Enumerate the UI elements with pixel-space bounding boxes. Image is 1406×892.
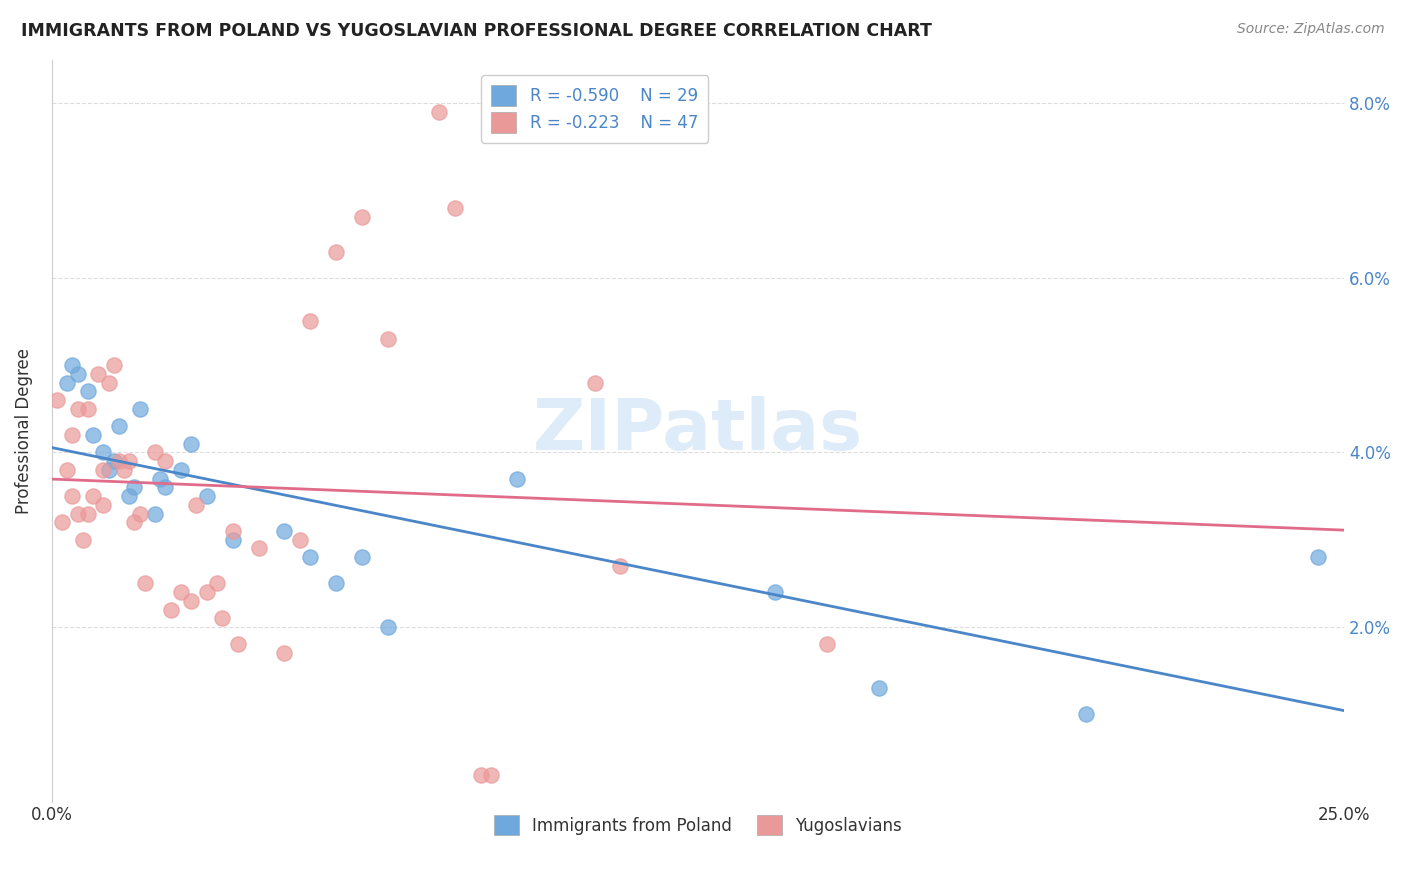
Text: ZIPatlas: ZIPatlas (533, 396, 863, 465)
Point (195, 489, 218, 503)
Point (350, 550, 373, 565)
Text: IMMIGRANTS FROM POLAND VS YUGOSLAVIAN PROFESSIONAL DEGREE CORRELATION CHART: IMMIGRANTS FROM POLAND VS YUGOSLAVIAN PR… (21, 22, 932, 40)
Point (112, 463, 135, 477)
Point (124, 480, 146, 494)
Text: Source: ZipAtlas.com: Source: ZipAtlas.com (1237, 22, 1385, 37)
Point (66, 401, 89, 416)
Point (583, 376, 606, 390)
Point (62, 428, 84, 442)
Point (93, 445, 115, 459)
Point (205, 576, 228, 591)
Point (77, 507, 100, 521)
Point (72, 533, 94, 547)
Point (377, 620, 399, 634)
Point (221, 524, 243, 538)
Point (377, 332, 399, 346)
Point (299, 550, 322, 565)
Point (155, 480, 177, 494)
Point (170, 585, 193, 599)
Point (180, 436, 202, 450)
Point (103, 358, 125, 372)
Point (149, 472, 172, 486)
Point (62, 489, 84, 503)
Point (159, 602, 181, 616)
Point (77, 401, 100, 416)
Point (470, 768, 492, 782)
Point (288, 533, 311, 547)
Point (325, 244, 347, 259)
Point (170, 463, 193, 477)
Point (609, 558, 631, 573)
Point (45, 392, 67, 407)
Point (247, 541, 270, 556)
Point (82, 428, 104, 442)
Point (93, 463, 115, 477)
Point (868, 681, 890, 695)
Point (66, 367, 89, 381)
Point (128, 401, 150, 416)
Point (506, 472, 529, 486)
Point (429, 105, 451, 120)
Point (62, 358, 84, 372)
Point (765, 585, 787, 599)
Point (56, 376, 79, 390)
Point (93, 498, 115, 512)
Point (815, 637, 838, 651)
Point (97, 463, 120, 477)
Point (108, 454, 131, 468)
Y-axis label: Professional Degree: Professional Degree (15, 348, 32, 514)
Point (325, 576, 347, 591)
Point (66, 507, 89, 521)
Point (128, 507, 150, 521)
Point (186, 498, 208, 512)
Point (124, 515, 146, 529)
Point (143, 445, 166, 459)
Legend: Immigrants from Poland, Yugoslavians: Immigrants from Poland, Yugoslavians (484, 805, 912, 846)
Point (273, 524, 295, 538)
Point (273, 646, 295, 660)
Point (444, 201, 467, 215)
Point (82, 489, 104, 503)
Point (211, 611, 233, 625)
Point (97, 376, 120, 390)
Point (143, 507, 166, 521)
Point (103, 454, 125, 468)
Point (350, 210, 373, 224)
Point (108, 419, 131, 434)
Point (56, 463, 79, 477)
Point (118, 489, 141, 503)
Point (221, 533, 243, 547)
Point (118, 454, 141, 468)
Point (479, 768, 502, 782)
Point (77, 384, 100, 399)
Point (1074, 707, 1097, 722)
Point (134, 576, 156, 591)
Point (1308, 550, 1330, 565)
Point (87, 367, 110, 381)
Point (226, 637, 249, 651)
Point (51, 515, 73, 529)
Point (155, 454, 177, 468)
Point (195, 585, 218, 599)
Point (180, 594, 202, 608)
Point (299, 314, 322, 328)
